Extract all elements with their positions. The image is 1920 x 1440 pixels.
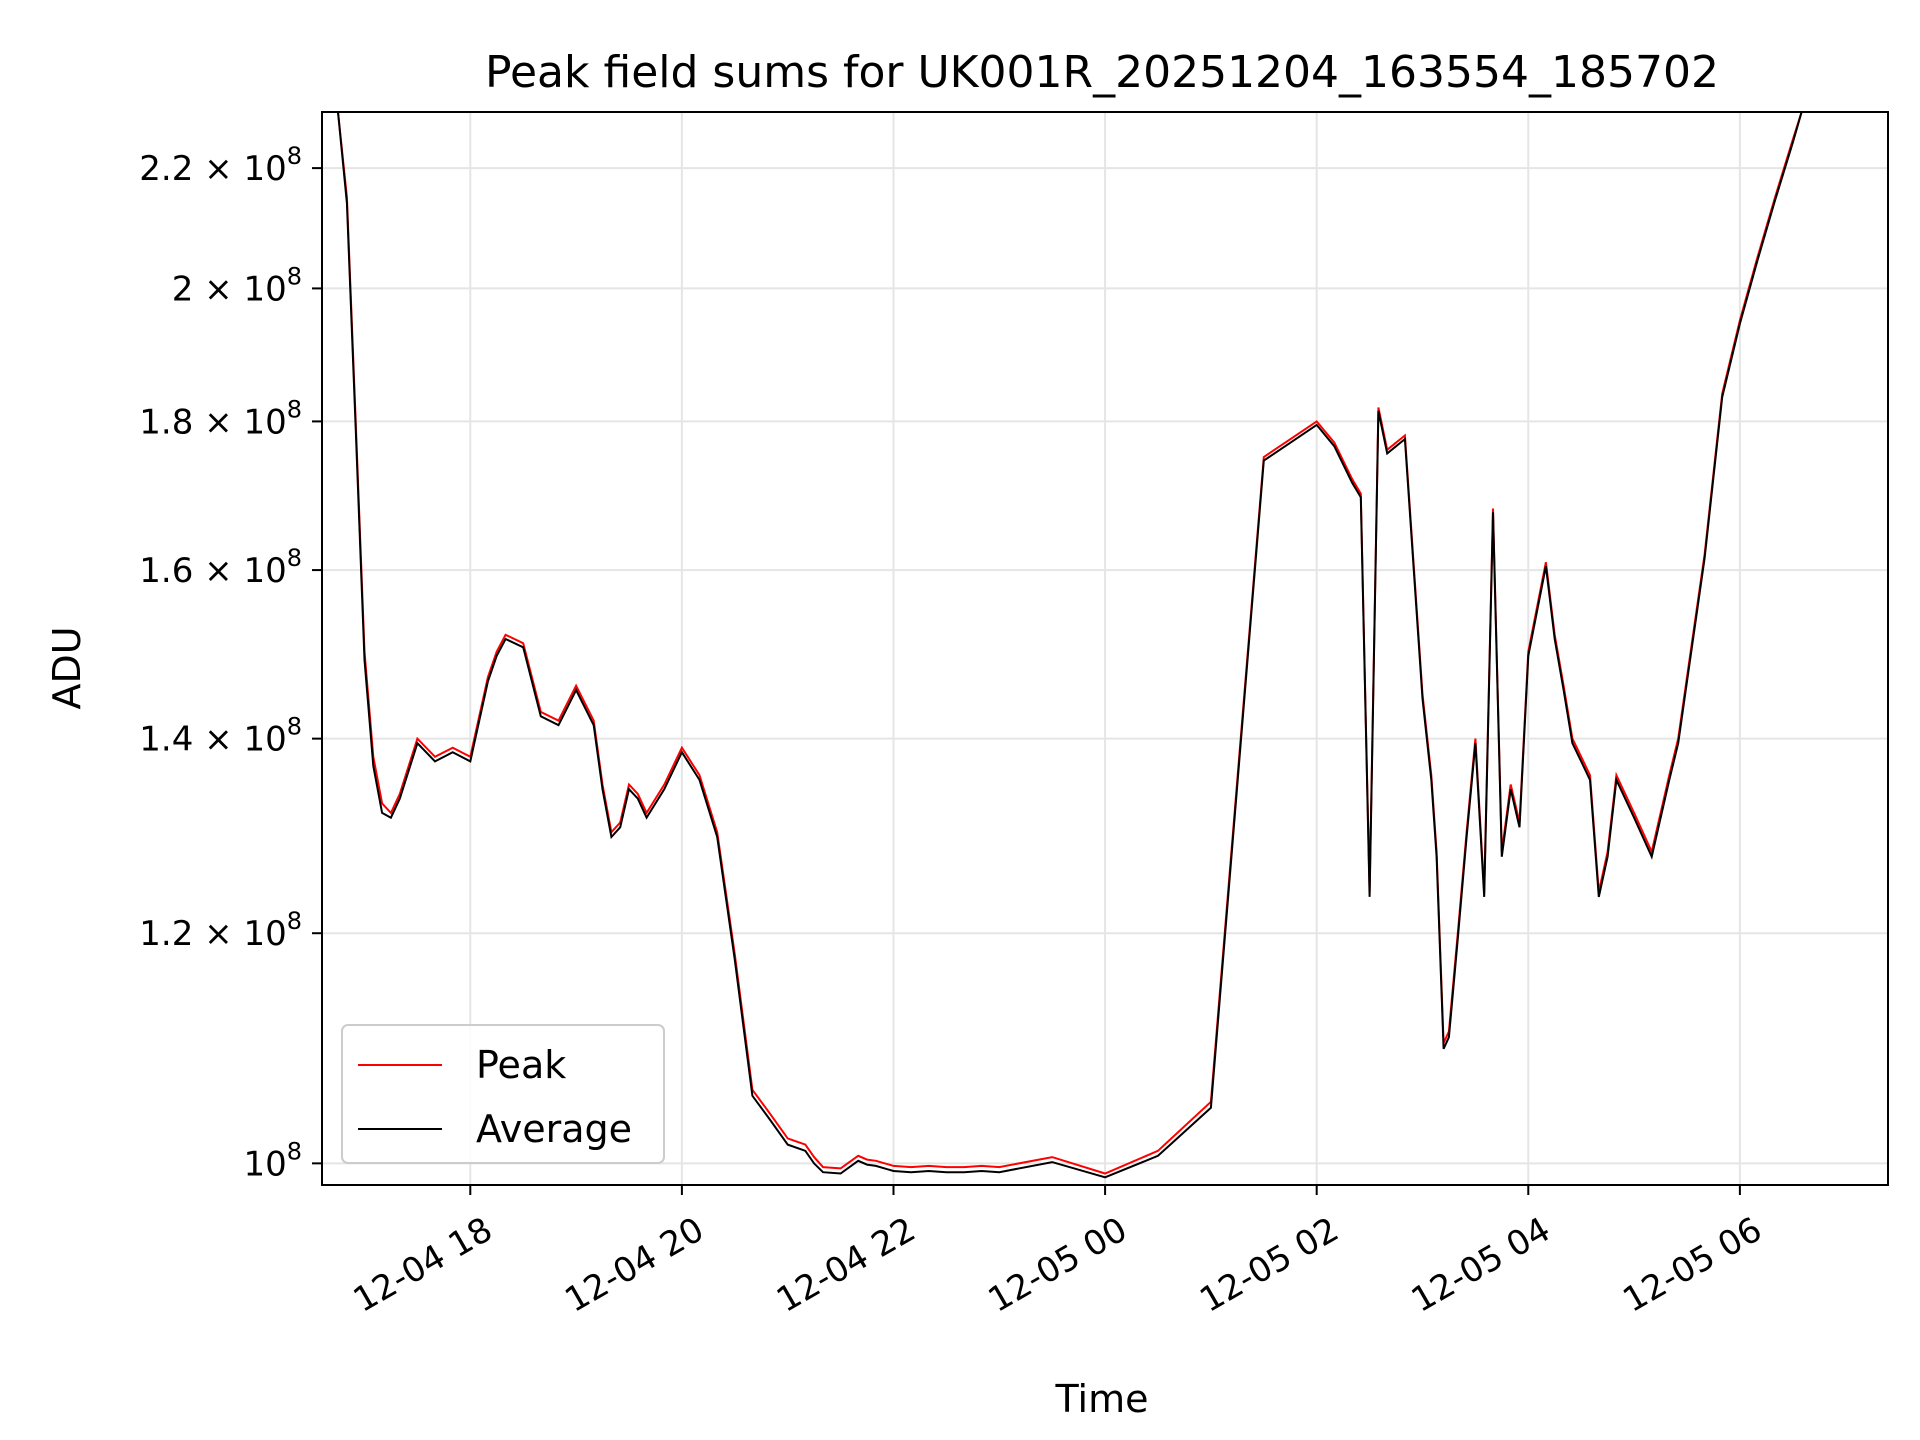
y-tick-mantissa: 1.6 (139, 551, 193, 591)
y-tick-mantissa: 1.2 (139, 914, 193, 954)
y-tick-mantissa: 2 (172, 269, 194, 309)
y-tick-exponent: 8 (287, 544, 302, 572)
x-tick-label: 12-05 00 (982, 1210, 1134, 1321)
series-line-peak (337, 112, 1881, 1175)
y-tick-label: 1.8 × 108 (139, 395, 302, 442)
y-tick-times: × 10 (193, 149, 286, 189)
x-tick-label: 12-05 06 (1616, 1210, 1768, 1321)
x-ticks: 12-04 18 12-04 20 12-04 22 12-05 00 12-05 02… (347, 1185, 1769, 1321)
y-axis-label: ADU (45, 626, 89, 709)
x-axis-label: Time (1055, 1377, 1149, 1421)
series-layer (337, 112, 1881, 1179)
x-tick-label: 12-05 04 (1405, 1210, 1557, 1321)
y-tick-mantissa: 1.8 (139, 402, 193, 442)
legend-label-peak: Peak (476, 1043, 566, 1087)
chart-title: Peak field sums for UK001R_20251204_1635… (485, 47, 1719, 98)
series-line-average (337, 112, 1881, 1179)
y-tick-label: 2 × 108 (172, 262, 302, 309)
y-tick-times: × 10 (193, 551, 286, 591)
legend-label-average: Average (476, 1107, 632, 1151)
y-tick-times: × 10 (193, 269, 286, 309)
y-tick-mantissa: 2.2 (139, 149, 193, 189)
y-tick-exponent: 8 (287, 713, 302, 741)
y-tick-exponent: 8 (287, 395, 302, 423)
legend: Peak Average (341, 1024, 665, 1164)
x-tick-label: 12-05 02 (1193, 1210, 1345, 1321)
y-tick-label: 1.2 × 108 (139, 907, 302, 954)
y-tick-times: × 10 (193, 914, 286, 954)
x-tick-label: 12-04 20 (558, 1210, 710, 1321)
y-tick-times: × 10 (193, 720, 286, 760)
y-tick-times: × 10 (193, 402, 286, 442)
y-tick-label: 108 (243, 1137, 302, 1184)
y-tick-label: 1.4 × 108 (139, 713, 302, 760)
y-tick-label: 2.2 × 108 (139, 142, 302, 189)
y-tick-mantissa: 10 (243, 1144, 286, 1184)
x-tick-label: 12-04 22 (770, 1210, 922, 1321)
y-tick-exponent: 8 (287, 142, 302, 170)
y-tick-exponent: 8 (287, 907, 302, 935)
x-tick-label: 12-04 18 (347, 1210, 499, 1321)
y-tick-exponent: 8 (287, 262, 302, 290)
y-tick-label: 1.6 × 108 (139, 544, 302, 591)
y-tick-mantissa: 1.4 (139, 720, 193, 760)
y-tick-exponent: 8 (287, 1137, 302, 1165)
